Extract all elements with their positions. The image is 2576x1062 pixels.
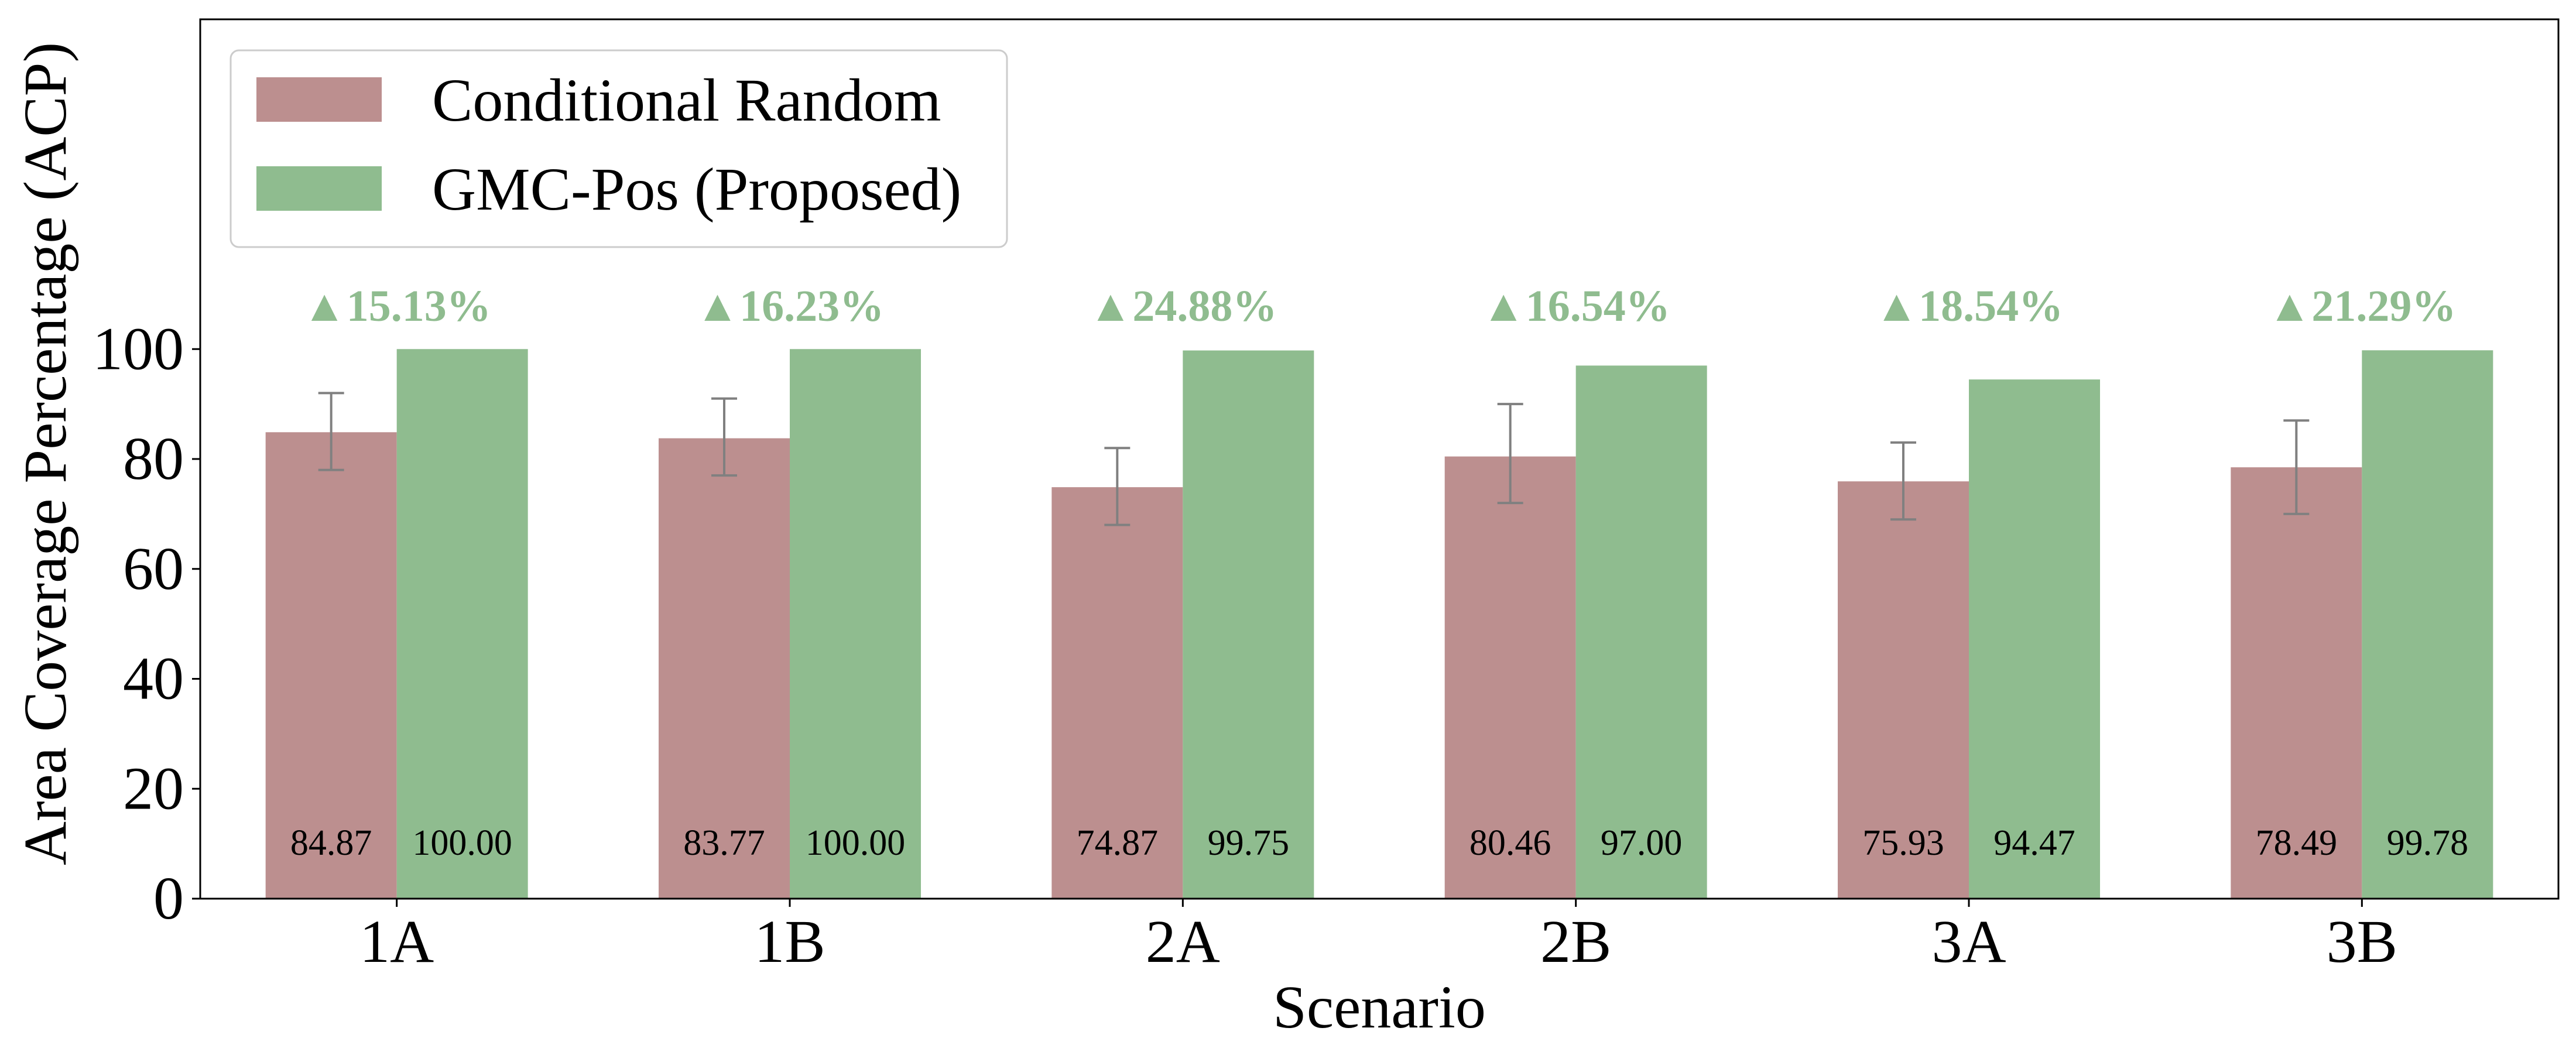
x-axis-title: Scenario (1273, 974, 1486, 1041)
bar-conditional-random-2b (1444, 456, 1576, 899)
error-bar (711, 397, 737, 477)
x-tick-label: 3B (2327, 908, 2397, 975)
bar-conditional-random-3a (1838, 481, 1969, 899)
y-tick-label: 80 (123, 425, 184, 492)
y-tick-label: 0 (153, 865, 184, 932)
y-tick-label: 100 (93, 315, 184, 382)
bar-gmc-pos-1b (790, 349, 921, 899)
bar-value-label: 83.77 (683, 823, 765, 863)
bar-value-label: 100.00 (806, 823, 906, 863)
bar-value-label: 80.46 (1469, 823, 1551, 863)
improvement-label: ▲16.23% (696, 282, 884, 331)
legend-label: Conditional Random (432, 67, 941, 134)
bars-layer (265, 349, 2493, 899)
x-tick-label: 2B (1540, 908, 1611, 975)
x-tick-label: 2A (1146, 908, 1220, 975)
legend-label: GMC-Pos (Proposed) (432, 156, 961, 223)
error-bar (2283, 419, 2310, 515)
bar-value-label: 99.78 (2387, 823, 2469, 863)
bar-gmc-pos-1a (396, 349, 528, 899)
improvement-label: ▲16.54% (1482, 282, 1670, 331)
x-tick-label: 3A (1931, 908, 2006, 975)
error-bar (1890, 441, 1916, 521)
x-tick-label: 1B (754, 908, 825, 975)
bar-value-label: 99.75 (1208, 823, 1290, 863)
bar-value-label: 74.87 (1077, 823, 1159, 863)
y-axis-title: Area Coverage Percentage (ACP) (12, 42, 79, 865)
improvement-label: ▲21.29% (2267, 282, 2456, 331)
bar-gmc-pos-2a (1183, 350, 1314, 899)
improvement-label: ▲15.13% (303, 282, 491, 331)
bar-conditional-random-2a (1051, 487, 1183, 899)
bar-conditional-random-1b (659, 438, 790, 899)
legend-swatch (256, 166, 382, 211)
y-tick-label: 20 (123, 755, 184, 822)
error-bar (1104, 447, 1131, 526)
y-tick-label: 40 (123, 645, 184, 712)
bar-value-label: 97.00 (1601, 823, 1683, 863)
axes-layer: 1A 1B 2A 2B 3A 3B 0 20 40 60 80 100 Scenario Area Cov… (12, 18, 2560, 1041)
bar-gmc-pos-3b (2362, 350, 2493, 899)
bar-conditional-random-1a (265, 432, 397, 899)
value-labels-layer: 84.87 100.00 ▲15.13% 83.77 100.00 ▲16.23% 74.8… (290, 282, 2468, 863)
improvement-label: ▲18.54% (1875, 282, 2063, 331)
bar-value-label: 94.47 (1993, 823, 2075, 863)
legend: Conditional Random GMC-Pos (Proposed) (229, 49, 1008, 248)
improvement-label: ▲24.88% (1088, 282, 1277, 331)
y-tick-label: 60 (123, 535, 184, 602)
bar-gmc-pos-2b (1575, 365, 1707, 899)
bar-value-label: 75.93 (1862, 823, 1944, 863)
error-bar (1497, 403, 1523, 505)
legend-swatch (256, 77, 382, 122)
bar-value-label: 100.00 (412, 823, 512, 863)
bar-conditional-random-3b (2231, 467, 2362, 899)
x-tick-label: 1A (359, 908, 434, 975)
bar-value-label: 78.49 (2256, 823, 2338, 863)
bar-gmc-pos-3a (1969, 379, 2100, 899)
legend-box (229, 49, 1008, 248)
bar-value-label: 84.87 (290, 823, 372, 863)
error-bar (318, 392, 344, 471)
